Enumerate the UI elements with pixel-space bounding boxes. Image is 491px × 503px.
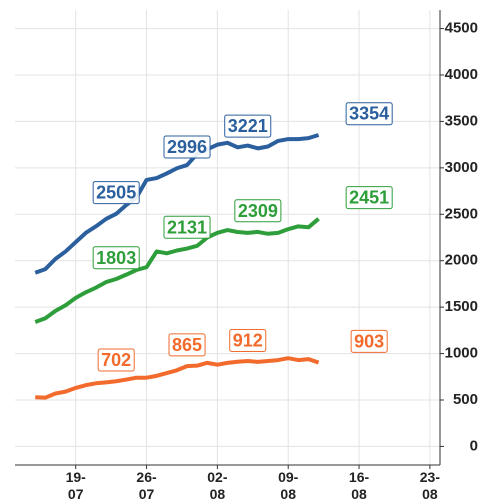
x-tick-label-line: 02- <box>207 469 228 485</box>
y-tick-label: 3000 <box>445 159 478 176</box>
y-tick-label: 1000 <box>445 345 478 362</box>
x-tick-label-line: 07 <box>68 486 84 502</box>
data-label-box <box>92 181 140 205</box>
x-tick-label-line: 09- <box>278 469 299 485</box>
data-label: 3221 <box>228 116 268 136</box>
x-tick-label: 26-07 <box>136 469 157 502</box>
x-tick-label: 16-08 <box>349 469 370 502</box>
y-tick-label: 2500 <box>445 205 478 222</box>
x-tick-label-line: 07 <box>139 486 155 502</box>
plot-background <box>15 10 440 465</box>
x-tick-label-line: 08 <box>351 486 367 502</box>
data-label-box <box>163 135 211 159</box>
data-label: 702 <box>101 350 131 370</box>
y-tick-label: 2000 <box>445 252 478 269</box>
data-label: 2309 <box>238 201 278 221</box>
x-tick-label: 19-07 <box>66 469 87 502</box>
y-tick-label: 3500 <box>445 112 478 129</box>
x-tick-label-line: 19- <box>66 469 87 485</box>
data-label: 2451 <box>349 188 389 208</box>
y-tick-label: 4500 <box>445 20 478 37</box>
x-tick-label-line: 16- <box>349 469 370 485</box>
data-label: 903 <box>354 331 384 351</box>
data-label-box <box>234 199 282 223</box>
data-label-box <box>229 328 267 352</box>
x-tick-label-line: 23- <box>420 469 441 485</box>
series-line <box>34 133 320 275</box>
x-tick-label: 09-08 <box>278 469 299 502</box>
data-label-box <box>345 102 393 126</box>
data-label: 1803 <box>96 248 136 268</box>
series-line <box>34 217 320 324</box>
x-tick-label: 02-08 <box>207 469 228 502</box>
y-tick-label: 4000 <box>445 66 478 83</box>
x-tick-label-line: 08 <box>422 486 438 502</box>
data-label: 2996 <box>167 137 207 157</box>
y-tick-label: 1500 <box>445 298 478 315</box>
data-label-box <box>345 186 393 210</box>
x-tick-label: 23-08 <box>420 469 441 502</box>
data-label-box <box>97 348 135 372</box>
data-label: 865 <box>172 335 202 355</box>
x-tick-label-line: 08 <box>210 486 226 502</box>
data-label: 2131 <box>167 217 207 237</box>
data-label-box <box>224 114 272 138</box>
x-tick-label-line: 08 <box>280 486 296 502</box>
data-label: 912 <box>233 330 263 350</box>
y-tick-label: 0 <box>470 437 478 454</box>
data-label-box <box>163 215 211 239</box>
data-label-box <box>92 246 140 270</box>
series-line <box>35 356 320 400</box>
data-label-box <box>350 329 388 353</box>
data-label: 2505 <box>96 183 136 203</box>
data-label: 3354 <box>349 104 389 124</box>
x-tick-label-line: 26- <box>136 469 157 485</box>
y-tick-label: 500 <box>453 391 478 408</box>
data-label-box <box>168 333 206 357</box>
